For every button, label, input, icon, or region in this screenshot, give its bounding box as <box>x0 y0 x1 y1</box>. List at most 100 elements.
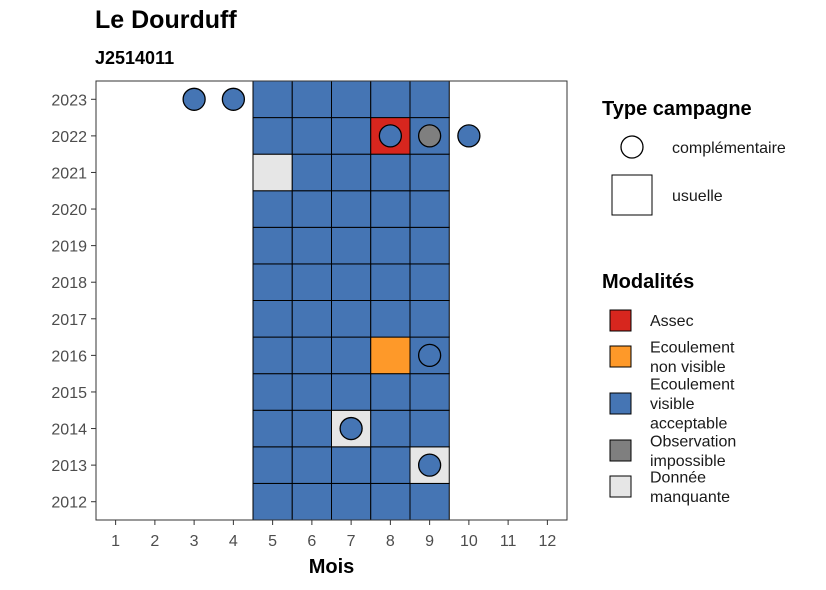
cell-2013-5 <box>252 446 293 484</box>
x-tick-label: 11 <box>500 533 517 550</box>
legend-label-3: impossible <box>650 453 726 470</box>
y-tick-label: 2016 <box>51 348 87 365</box>
point-2016-9 <box>417 343 442 368</box>
y-tick-label: 2021 <box>51 165 87 182</box>
cell-2012-9 <box>409 482 450 521</box>
cell-2012-7 <box>331 482 372 521</box>
cell-2019-5 <box>252 226 293 265</box>
x-tick-label: 3 <box>190 533 199 550</box>
cell-2021-8 <box>370 153 411 192</box>
cell-2015-6 <box>291 373 332 411</box>
cell-2023-7 <box>331 80 372 119</box>
chart-title: Le Dourduff <box>95 6 237 34</box>
cell-2018-6 <box>291 263 332 301</box>
x-tick-label: 5 <box>268 533 277 550</box>
cell-2016-6 <box>291 336 332 375</box>
x-tick-label: 2 <box>150 533 159 550</box>
cell-2020-6 <box>291 190 332 228</box>
cell-2012-6 <box>291 482 332 521</box>
point-2013-9 <box>417 453 442 477</box>
cell-2021-9 <box>409 153 450 192</box>
point-2023-3 <box>182 87 206 111</box>
y-tick-label: 2022 <box>51 129 87 146</box>
cell-2016-5 <box>252 336 293 375</box>
y-tick-label: 2012 <box>51 495 87 512</box>
legend-label-2: visible <box>650 396 695 413</box>
cell-2013-8 <box>370 446 411 484</box>
cell-2017-8 <box>370 300 411 338</box>
chart-subtitle: J2514011 <box>95 48 175 68</box>
legend-label-2: acceptable <box>650 416 727 433</box>
cell-2018-5 <box>252 263 293 301</box>
x-tick-label: 8 <box>386 533 395 550</box>
cell-2016-8 <box>370 336 411 375</box>
cell-2019-9 <box>409 226 450 265</box>
cell-2020-8 <box>370 190 411 228</box>
cell-2022-6 <box>291 117 332 155</box>
cell-2017-6 <box>291 300 332 338</box>
cell-2015-8 <box>370 373 411 411</box>
cell-2020-5 <box>252 190 293 228</box>
cell-2014-9 <box>409 409 450 448</box>
legend-type-campagne: Type campagne complémentaire usuelle <box>602 98 786 216</box>
cell-2014-6 <box>291 409 332 448</box>
plot-panel-border <box>95 80 568 521</box>
cell-2015-9 <box>409 373 450 411</box>
legend-label-4: Donnée <box>650 469 706 486</box>
cell-2018-7 <box>331 263 372 301</box>
x-axis-title: Mois <box>309 556 355 578</box>
x-tick-label: 12 <box>538 533 556 550</box>
complementaire-points <box>182 87 481 477</box>
y-tick-label: 2019 <box>51 239 87 256</box>
legend-label-1: Ecoulement <box>650 339 735 356</box>
cell-2013-6 <box>291 446 332 484</box>
cell-2018-8 <box>370 263 411 301</box>
y-axis: 2012 2013 2014 2015 2016 2017 2018 2019 2020 2021… <box>51 92 96 512</box>
legend-modalites-title: Modalités <box>602 271 694 293</box>
x-tick-label: 7 <box>347 533 356 550</box>
cell-2014-8 <box>370 409 411 448</box>
point-2014-7 <box>339 416 363 441</box>
y-tick-label: 2015 <box>51 385 87 402</box>
point-2023-4 <box>221 87 246 111</box>
cell-2017-9 <box>409 300 450 338</box>
y-tick-label: 2020 <box>51 202 87 219</box>
cell-2018-9 <box>409 263 450 301</box>
cell-2017-7 <box>331 300 372 338</box>
cell-2023-9 <box>409 80 450 119</box>
usuelle-cells <box>252 80 450 521</box>
legend-type-title: Type campagne <box>602 98 752 120</box>
cell-2023-5 <box>252 80 293 119</box>
legend-circle-key <box>620 135 644 159</box>
point-2022-10 <box>457 124 481 148</box>
legend-key-2 <box>609 392 632 415</box>
legend-label-4: manquante <box>650 489 730 506</box>
x-axis: 1 2 3 4 5 6 7 8 9 10 11 12 <box>111 520 556 550</box>
cell-2015-7 <box>331 373 372 411</box>
legend-usuelle-label: usuelle <box>672 188 723 205</box>
cell-2016-7 <box>331 336 372 375</box>
x-tick-label: 4 <box>229 533 238 550</box>
y-tick-label: 2017 <box>51 312 87 329</box>
cell-2023-6 <box>291 80 332 119</box>
cell-2014-5 <box>252 409 293 448</box>
legend-label-2: Ecoulement <box>650 377 735 394</box>
cell-2015-5 <box>252 373 293 411</box>
legend-key-3 <box>609 439 632 462</box>
cell-2012-8 <box>370 482 411 521</box>
cell-2020-9 <box>409 190 450 228</box>
y-tick-label: 2023 <box>51 92 87 109</box>
cell-2019-7 <box>331 226 372 265</box>
cell-2021-6 <box>291 153 332 192</box>
point-2022-9 <box>417 124 442 148</box>
legend-key-0 <box>609 309 632 332</box>
cell-2013-7 <box>331 446 372 484</box>
cell-2023-8 <box>370 80 411 119</box>
x-tick-label: 1 <box>111 533 120 550</box>
y-tick-label: 2018 <box>51 275 87 292</box>
legend-complementaire-label: complémentaire <box>672 140 786 157</box>
point-2022-8 <box>378 124 403 148</box>
legend-label-0: Assec <box>650 313 694 330</box>
